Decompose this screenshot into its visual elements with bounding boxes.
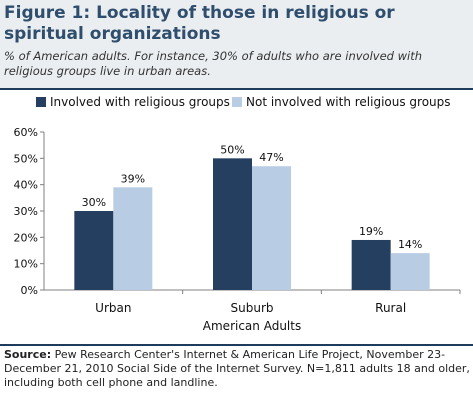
legend-label-1: Involved with religious groups <box>50 95 230 109</box>
data-label: 14% <box>398 238 422 251</box>
x-tick-label: Rural <box>375 301 406 315</box>
data-label: 30% <box>82 196 106 209</box>
data-label: 39% <box>121 172 145 185</box>
y-tick-label: 10% <box>14 258 38 271</box>
data-label: 47% <box>259 151 283 164</box>
legend-swatch-1 <box>36 97 46 107</box>
bar-chart: Involved with religious groups Not involv… <box>14 95 461 333</box>
y-tick-label: 30% <box>14 205 38 218</box>
footer-divider <box>0 344 473 346</box>
bar-urban-series-1 <box>74 211 114 290</box>
source-note: Source: Pew Research Center's Internet &… <box>4 348 470 390</box>
bar-suburb-series-1 <box>213 158 252 290</box>
x-axis-title: American Adults <box>203 319 301 333</box>
y-tick-label: 40% <box>14 179 38 192</box>
bar-rural-series-1 <box>351 239 391 290</box>
source-label: Source: <box>4 348 52 361</box>
figure-title: Figure 1: Locality of those in religious… <box>4 3 395 44</box>
bar-suburb-series-2 <box>252 166 291 290</box>
figure-subtitle: % of American adults. For instance, 30% … <box>4 49 422 78</box>
bar-rural-series-2 <box>390 253 430 290</box>
y-tick-label: 20% <box>14 231 38 244</box>
data-label: 50% <box>220 143 244 156</box>
figure-header: Figure 1: Locality of those in religious… <box>0 0 473 88</box>
legend-swatch-2 <box>232 97 242 107</box>
bar-urban-series-2 <box>113 187 153 290</box>
x-tick-label: Urban <box>95 301 131 315</box>
source-text: Pew Research Center's Internet & America… <box>4 348 470 389</box>
x-tick-label: Suburb <box>231 301 274 315</box>
header-divider <box>0 88 473 90</box>
y-tick-label: 50% <box>14 152 38 165</box>
legend-label-2: Not involved with religious groups <box>246 95 451 109</box>
y-tick-label: 60% <box>14 126 38 139</box>
data-label: 19% <box>359 225 383 238</box>
y-tick-label: 0% <box>21 284 38 297</box>
